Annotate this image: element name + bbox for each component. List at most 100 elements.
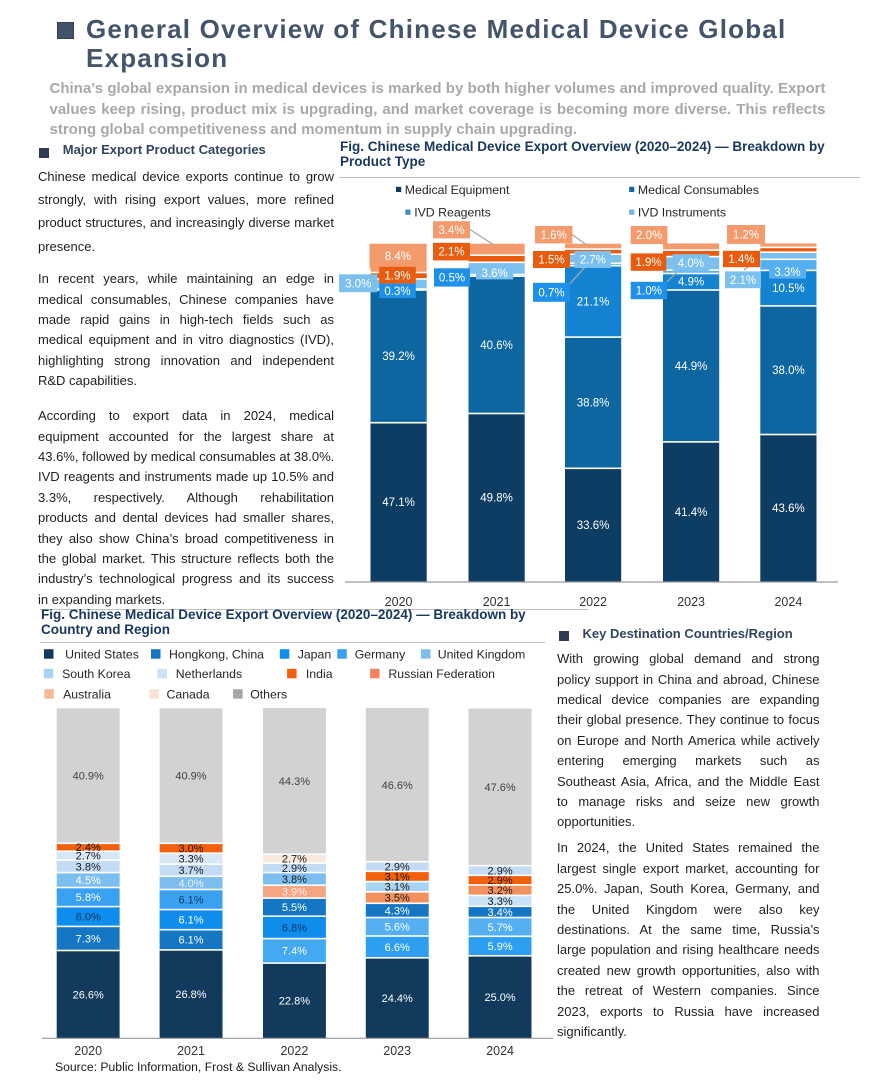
svg-text:4.0%: 4.0% xyxy=(678,258,704,270)
svg-text:South Korea: South Korea xyxy=(62,667,131,681)
svg-text:1.4%: 1.4% xyxy=(728,254,754,266)
svg-text:Netherlands: Netherlands xyxy=(176,667,242,681)
svg-text:1.9%: 1.9% xyxy=(384,270,410,282)
svg-text:10.5%: 10.5% xyxy=(772,283,805,295)
svg-text:3.4%: 3.4% xyxy=(488,907,513,919)
svg-text:5.6%: 5.6% xyxy=(385,922,410,934)
svg-text:22.8%: 22.8% xyxy=(279,996,310,1008)
svg-text:6.8%: 6.8% xyxy=(282,922,307,934)
svg-text:2024: 2024 xyxy=(774,595,802,609)
svg-text:3.4%: 3.4% xyxy=(438,225,464,237)
svg-text:3.7%: 3.7% xyxy=(178,865,203,877)
svg-text:26.8%: 26.8% xyxy=(175,989,206,1001)
svg-text:4.5%: 4.5% xyxy=(76,875,101,887)
svg-text:21.1%: 21.1% xyxy=(577,297,610,309)
svg-text:47.6%: 47.6% xyxy=(484,782,515,794)
svg-text:33.6%: 33.6% xyxy=(577,520,610,532)
svg-text:2021: 2021 xyxy=(177,1044,205,1058)
svg-text:2.4%: 2.4% xyxy=(76,842,101,854)
svg-text:IVD Reagents: IVD Reagents xyxy=(414,206,491,220)
svg-text:Medical Consumables: Medical Consumables xyxy=(638,183,759,197)
svg-text:Russian Federation: Russian Federation xyxy=(388,667,495,681)
svg-text:41.4%: 41.4% xyxy=(675,507,708,519)
svg-text:3.1%: 3.1% xyxy=(385,871,410,883)
svg-text:1.0%: 1.0% xyxy=(636,286,662,298)
svg-text:2.9%: 2.9% xyxy=(488,875,513,887)
svg-text:3.2%: 3.2% xyxy=(488,885,513,897)
svg-text:Australia: Australia xyxy=(63,687,111,701)
svg-text:2022: 2022 xyxy=(579,595,607,609)
svg-text:44.3%: 44.3% xyxy=(279,776,310,788)
svg-text:United Kingdom: United Kingdom xyxy=(438,647,526,661)
svg-text:2.1%: 2.1% xyxy=(438,247,464,259)
svg-text:40.6%: 40.6% xyxy=(480,340,513,352)
svg-text:Canada: Canada xyxy=(167,687,210,701)
svg-text:6.1%: 6.1% xyxy=(178,935,203,947)
svg-text:2022: 2022 xyxy=(280,1044,308,1058)
svg-text:5.8%: 5.8% xyxy=(76,892,101,904)
svg-text:India: India xyxy=(306,667,333,681)
svg-text:2.9%: 2.9% xyxy=(385,861,410,873)
svg-text:2.7%: 2.7% xyxy=(282,854,307,866)
svg-text:3.3%: 3.3% xyxy=(774,267,800,279)
svg-text:Medical Equipment: Medical Equipment xyxy=(405,183,510,197)
svg-text:38.0%: 38.0% xyxy=(772,365,805,377)
svg-text:3.1%: 3.1% xyxy=(385,882,410,894)
svg-text:2020: 2020 xyxy=(74,1044,102,1058)
svg-text:2021: 2021 xyxy=(483,595,511,609)
svg-text:25.0%: 25.0% xyxy=(484,992,515,1004)
svg-text:39.2%: 39.2% xyxy=(382,351,415,363)
svg-text:0.3%: 0.3% xyxy=(384,286,410,298)
svg-text:4.3%: 4.3% xyxy=(385,905,410,917)
svg-text:1.5%: 1.5% xyxy=(538,255,564,267)
svg-text:4.9%: 4.9% xyxy=(678,277,704,289)
svg-text:3.5%: 3.5% xyxy=(385,893,410,905)
svg-text:2.7%: 2.7% xyxy=(580,255,606,267)
svg-text:2.0%: 2.0% xyxy=(636,230,662,242)
svg-text:2023: 2023 xyxy=(677,595,705,609)
svg-text:1.2%: 1.2% xyxy=(733,230,759,242)
svg-text:7.3%: 7.3% xyxy=(76,933,101,945)
svg-text:26.6%: 26.6% xyxy=(73,989,104,1001)
svg-text:4.0%: 4.0% xyxy=(178,878,203,890)
svg-text:0.5%: 0.5% xyxy=(439,273,465,285)
svg-text:3.0%: 3.0% xyxy=(345,278,371,290)
svg-text:43.6%: 43.6% xyxy=(772,503,805,515)
svg-text:0.7%: 0.7% xyxy=(538,287,564,299)
svg-text:2023: 2023 xyxy=(383,1044,411,1058)
svg-text:2.9%: 2.9% xyxy=(488,865,513,877)
svg-text:49.8%: 49.8% xyxy=(480,493,513,505)
svg-text:2.9%: 2.9% xyxy=(282,863,307,875)
svg-text:3.8%: 3.8% xyxy=(282,874,307,886)
svg-text:5.5%: 5.5% xyxy=(282,902,307,914)
svg-text:3.9%: 3.9% xyxy=(282,887,307,899)
svg-text:44.9%: 44.9% xyxy=(675,361,708,373)
svg-text:5.7%: 5.7% xyxy=(488,922,513,934)
svg-text:40.9%: 40.9% xyxy=(175,771,206,783)
svg-text:2020: 2020 xyxy=(385,595,413,609)
svg-text:3.0%: 3.0% xyxy=(178,843,203,855)
svg-text:7.4%: 7.4% xyxy=(282,946,307,958)
svg-text:1.6%: 1.6% xyxy=(541,230,567,242)
svg-text:5.9%: 5.9% xyxy=(488,941,513,953)
svg-text:United States: United States xyxy=(65,647,139,661)
svg-text:Others: Others xyxy=(250,687,287,701)
svg-text:Japan: Japan xyxy=(298,647,332,661)
svg-text:46.6%: 46.6% xyxy=(382,780,413,792)
svg-text:2.1%: 2.1% xyxy=(730,275,756,287)
svg-text:6.0%: 6.0% xyxy=(76,911,101,923)
svg-text:3.8%: 3.8% xyxy=(76,861,101,873)
svg-text:8.4%: 8.4% xyxy=(385,251,411,263)
svg-text:3.3%: 3.3% xyxy=(488,896,513,908)
svg-text:3.6%: 3.6% xyxy=(481,268,507,280)
svg-text:2024: 2024 xyxy=(486,1044,514,1058)
svg-text:24.4%: 24.4% xyxy=(382,993,413,1005)
svg-text:6.1%: 6.1% xyxy=(178,894,203,906)
svg-text:3.3%: 3.3% xyxy=(178,854,203,866)
svg-text:40.9%: 40.9% xyxy=(73,771,104,783)
svg-text:1.9%: 1.9% xyxy=(635,257,661,269)
svg-text:Germany: Germany xyxy=(355,647,406,661)
svg-text:6.6%: 6.6% xyxy=(385,942,410,954)
svg-text:47.1%: 47.1% xyxy=(382,497,415,509)
svg-text:Hongkong, China: Hongkong, China xyxy=(169,647,264,661)
